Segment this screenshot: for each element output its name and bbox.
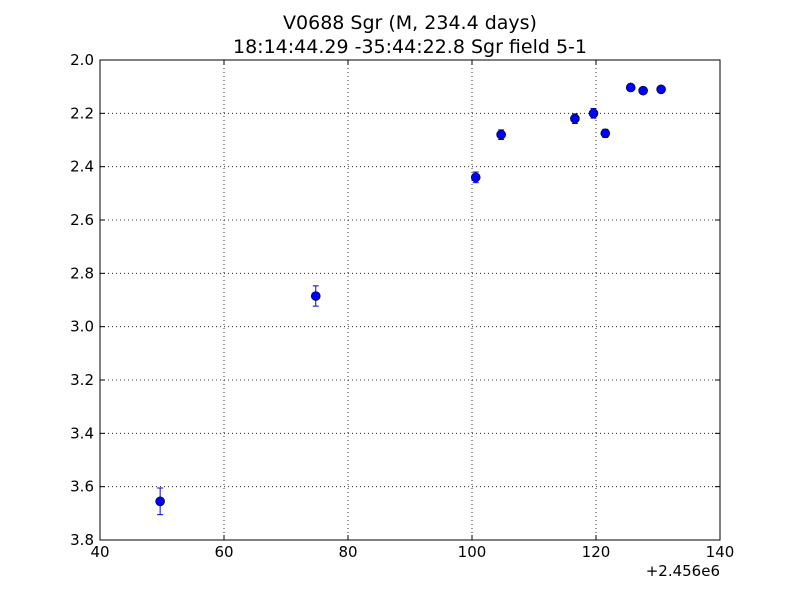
x-tick-label: 80 — [338, 543, 357, 561]
data-point — [310, 291, 321, 301]
x-tick-label: 120 — [582, 543, 611, 561]
x-tick-label: 40 — [90, 543, 109, 561]
plot-frame — [99, 59, 721, 541]
data-point — [638, 85, 648, 96]
y-tick-label: 3.8 — [70, 531, 94, 549]
data-point — [588, 108, 599, 119]
data-point — [496, 129, 506, 140]
data-point — [570, 113, 580, 124]
data-point — [625, 82, 636, 93]
x-tick-labels: 40 60 80 100 120 140 — [90, 543, 734, 561]
y-tick-label: 2.2 — [70, 104, 94, 122]
x-tick-label: 140 — [706, 543, 735, 561]
axis-ticks — [99, 59, 721, 541]
data-point — [470, 172, 481, 183]
data-point — [600, 128, 611, 139]
y-tick-labels: 2.0 2.2 2.4 2.6 2.8 3.0 3.2 3.4 3.6 3.8 — [70, 51, 94, 549]
chart-title: V0688 Sgr (M, 234.4 days) — [283, 12, 537, 34]
data-point — [155, 496, 165, 507]
chart-subtitle: 18:14:44.29 -35:44:22.8 Sgr field 5-1 — [233, 36, 587, 58]
data-points — [155, 82, 666, 507]
x-tick-label: 60 — [214, 543, 233, 561]
y-tick-label: 2.4 — [70, 158, 94, 176]
y-tick-label: 2.6 — [70, 211, 94, 229]
y-tick-label: 3.2 — [70, 371, 94, 389]
x-offset-label: +2.456e6 — [646, 562, 720, 580]
y-tick-label: 2.0 — [70, 51, 94, 69]
y-tick-label: 2.8 — [70, 264, 94, 282]
x-tick-label: 100 — [458, 543, 487, 561]
error-bars — [157, 84, 665, 516]
grid-lines — [100, 60, 720, 540]
y-tick-label: 3.6 — [70, 478, 94, 496]
y-tick-label: 3.4 — [70, 424, 94, 442]
data-point — [656, 84, 666, 95]
y-tick-label: 3.0 — [70, 318, 94, 336]
